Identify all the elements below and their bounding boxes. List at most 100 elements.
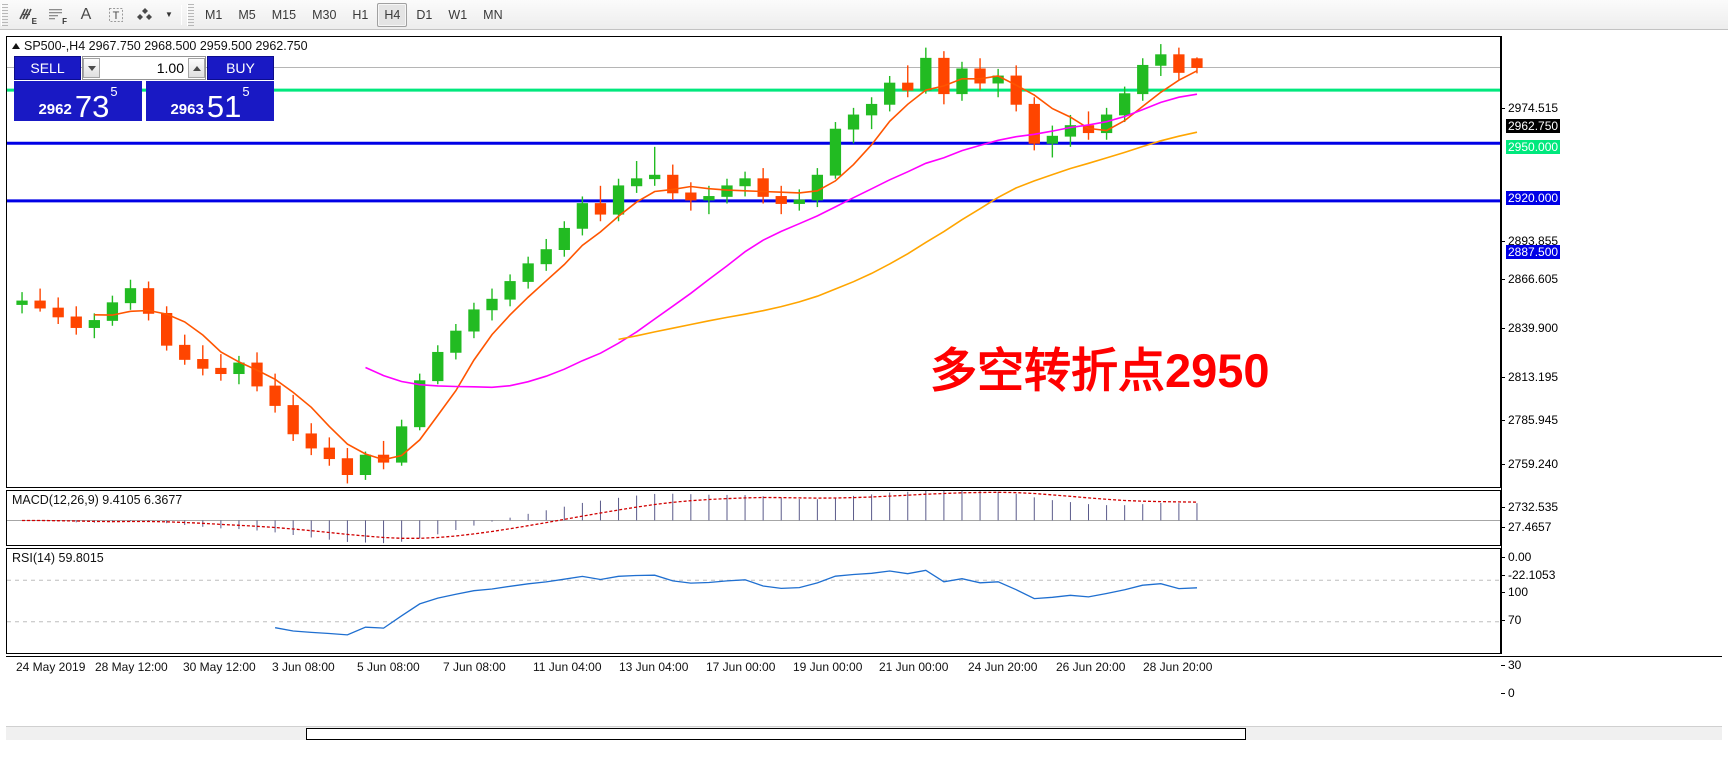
volume-value[interactable]: 1.00 bbox=[156, 60, 184, 76]
candle-body bbox=[179, 344, 191, 360]
price-tick-label[interactable]: 2759.240 bbox=[1508, 457, 1559, 471]
caret-down-icon bbox=[87, 65, 96, 71]
candle-body bbox=[52, 307, 64, 318]
candle-body bbox=[305, 433, 317, 449]
axis-tick bbox=[1501, 592, 1505, 593]
candle-body bbox=[811, 174, 824, 201]
candle-body bbox=[1010, 75, 1022, 105]
axis-tick bbox=[1501, 620, 1505, 621]
sell-price-big: 73 bbox=[74, 88, 110, 124]
timeframe-m1[interactable]: M1 bbox=[205, 7, 223, 22]
timeframe-m5[interactable]: M5 bbox=[238, 7, 256, 22]
macd-tick-label: -22.1053 bbox=[1508, 568, 1556, 582]
candle-body bbox=[1173, 54, 1185, 73]
volume-stepper[interactable]: 1.00 bbox=[82, 56, 206, 80]
buy-button[interactable]: BUY bbox=[207, 56, 274, 80]
indicators-icon[interactable]: F bbox=[41, 2, 71, 28]
timeframe-w1[interactable]: W1 bbox=[448, 7, 468, 22]
timeframe-d1[interactable]: D1 bbox=[416, 7, 433, 22]
time-tick-label: 19 Jun 00:00 bbox=[793, 660, 863, 674]
candle-body bbox=[269, 385, 281, 406]
chart-area[interactable]: SP500-,H4 2967.750 2968.500 2959.500 296… bbox=[6, 36, 1722, 741]
price-tick-label[interactable]: 2866.605 bbox=[1508, 272, 1559, 286]
timeframe-h4[interactable]: H4 bbox=[377, 2, 408, 27]
buy-price-display[interactable]: 2963 51 5 bbox=[146, 81, 274, 122]
axis-tick bbox=[1501, 507, 1505, 508]
rsi-pane[interactable]: RSI(14) 59.8015 bbox=[6, 548, 1501, 654]
one-click-trading-panel[interactable]: SELL 1.00 BUY 2962 73 5 2963 51 5 bbox=[14, 56, 274, 124]
toolbar-grip[interactable] bbox=[1, 3, 8, 26]
candle-body bbox=[197, 359, 209, 369]
candle-body bbox=[341, 458, 354, 475]
price-tick-label[interactable]: 2950.000 bbox=[1506, 140, 1561, 154]
rsi-svg bbox=[7, 569, 1500, 636]
axis-tick bbox=[1501, 575, 1505, 576]
expert-advisor-icon[interactable]: E bbox=[11, 2, 41, 28]
candle-body bbox=[124, 288, 137, 304]
time-tick-label: 5 Jun 08:00 bbox=[357, 660, 420, 674]
timeframe-mn[interactable]: MN bbox=[483, 7, 503, 22]
macd-label: MACD(12,26,9) 9.4105 6.3677 bbox=[12, 493, 183, 507]
price-tick-label[interactable]: 2813.195 bbox=[1508, 370, 1559, 384]
time-tick-label: 28 May 12:00 bbox=[95, 660, 168, 674]
macd-pane[interactable]: MACD(12,26,9) 9.4105 6.3677 bbox=[6, 490, 1501, 546]
rsi-label: RSI(14) 59.8015 bbox=[12, 551, 104, 565]
candle-body bbox=[450, 330, 462, 353]
expert-advisor-glyph bbox=[19, 8, 32, 19]
timeframe-h1[interactable]: H1 bbox=[352, 7, 369, 22]
candle-body bbox=[1028, 103, 1040, 144]
collapse-arrow-icon[interactable] bbox=[12, 43, 20, 50]
text-tool-icon[interactable]: A bbox=[71, 2, 101, 28]
rsi-tick-label: 0 bbox=[1508, 686, 1515, 700]
candle-body bbox=[649, 174, 661, 180]
candle-body bbox=[902, 82, 914, 91]
shapes-dropdown-caret[interactable]: ▼ bbox=[161, 2, 177, 28]
buy-price-prefix: 2963 bbox=[170, 101, 204, 118]
price-tick-label[interactable]: 2893.855 bbox=[1508, 234, 1559, 248]
indicators-sub: F bbox=[62, 16, 67, 26]
axis-tick bbox=[1501, 665, 1505, 666]
label-tool-icon[interactable]: T bbox=[101, 2, 131, 28]
candle-body bbox=[757, 178, 769, 197]
sell-button[interactable]: SELL bbox=[14, 56, 81, 80]
scrollbar-thumb[interactable] bbox=[306, 728, 1246, 740]
horizontal-scrollbar[interactable] bbox=[6, 726, 1722, 740]
candle-body bbox=[612, 185, 625, 215]
candle-body bbox=[558, 227, 570, 250]
candle-body bbox=[721, 185, 733, 197]
sell-price-display[interactable]: 2962 73 5 bbox=[14, 81, 142, 124]
moving-average-line bbox=[365, 93, 1198, 389]
candle-body bbox=[34, 300, 46, 309]
timeframe-m15[interactable]: M15 bbox=[271, 7, 297, 22]
time-tick-label: 11 Jun 04:00 bbox=[533, 660, 602, 674]
price-tick-label[interactable]: 2839.900 bbox=[1508, 321, 1559, 335]
price-tick-label[interactable]: 2887.500 bbox=[1506, 245, 1561, 259]
chart-annotation[interactable]: 多空转折点2950 bbox=[930, 344, 1270, 397]
price-tick-label[interactable]: 2785.945 bbox=[1508, 413, 1559, 427]
price-tick-label[interactable]: 2732.535 bbox=[1508, 500, 1559, 514]
volume-increase-button[interactable] bbox=[188, 58, 205, 78]
price-tick-label[interactable]: 2920.000 bbox=[1506, 191, 1561, 205]
candle-body bbox=[667, 174, 679, 194]
time-axis[interactable]: 24 May 2019 28 May 12:00 30 May 12:00 3 Jun… bbox=[6, 656, 1722, 676]
shapes-tool-icon[interactable] bbox=[131, 2, 161, 28]
candle-body bbox=[594, 203, 607, 215]
toolbar-separator bbox=[181, 4, 182, 25]
moving-average-line bbox=[618, 131, 1198, 341]
candle-body bbox=[847, 114, 860, 130]
indicators-glyph bbox=[49, 8, 62, 19]
candle-body bbox=[468, 309, 480, 332]
timeframe-m30[interactable]: M30 bbox=[312, 7, 337, 22]
volume-decrease-button[interactable] bbox=[83, 58, 100, 78]
timeframe-grip[interactable] bbox=[187, 3, 194, 26]
price-tick-label[interactable]: 2974.515 bbox=[1508, 101, 1559, 115]
axis-tick bbox=[1501, 464, 1505, 465]
candle-body bbox=[1137, 64, 1149, 95]
time-tick-label: 17 Jun 00:00 bbox=[706, 660, 776, 674]
candle-body bbox=[251, 362, 263, 387]
candle-body bbox=[432, 351, 444, 382]
price-tick-label[interactable]: 2962.750 bbox=[1506, 119, 1561, 133]
axis-tick bbox=[1501, 420, 1505, 421]
rsi-tick-label: 30 bbox=[1508, 658, 1522, 672]
candle-body bbox=[323, 447, 335, 460]
